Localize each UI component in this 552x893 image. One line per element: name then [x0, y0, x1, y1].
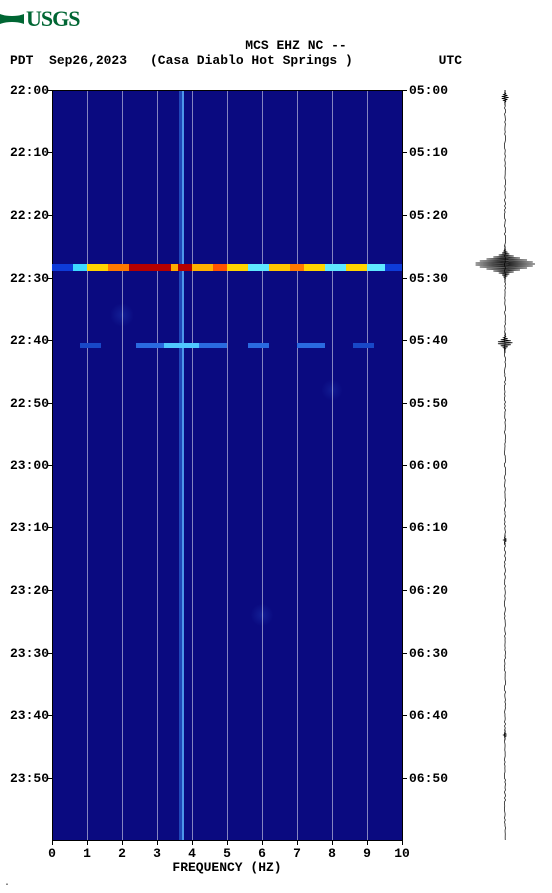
y-right-tick: [402, 715, 407, 716]
y-left-tick: [47, 278, 52, 279]
left-tz: PDT: [10, 53, 33, 68]
station-name: (Casa Diablo Hot Springs ): [150, 53, 402, 68]
gridline-v: [227, 90, 228, 840]
y-left-label: 22:40: [4, 333, 49, 348]
y-left-label: 22:20: [4, 208, 49, 223]
y-right-label: 05:40: [409, 333, 459, 348]
gridline-v: [332, 90, 333, 840]
chart-header: MCS EHZ NC -- PDT Sep26,2023 (Casa Diabl…: [0, 38, 552, 68]
y-right-tick: [402, 778, 407, 779]
y-left-label: 23:00: [4, 458, 49, 473]
x-label: 9: [357, 846, 377, 861]
y-left-tick: [47, 778, 52, 779]
usgs-wave-icon: [0, 10, 24, 28]
y-right-label: 06:50: [409, 771, 459, 786]
y-left-label: 23:50: [4, 771, 49, 786]
y-right-tick: [402, 215, 407, 216]
gridline-v: [87, 90, 88, 840]
x-label: 4: [182, 846, 202, 861]
y-right-label: 06:40: [409, 708, 459, 723]
gridline-v: [297, 90, 298, 840]
y-right-tick: [402, 590, 407, 591]
x-label: 2: [112, 846, 132, 861]
y-left-tick: [47, 152, 52, 153]
y-left-label: 22:00: [4, 83, 49, 98]
x-label: 10: [392, 846, 412, 861]
right-tz: UTC: [402, 53, 542, 68]
seismic-event: [52, 264, 402, 271]
y-right-tick: [402, 465, 407, 466]
y-right-label: 05:10: [409, 145, 459, 160]
usgs-logo: USGS: [0, 6, 79, 32]
spectral-line: [182, 90, 184, 840]
y-right-label: 06:20: [409, 583, 459, 598]
gridline-v: [262, 90, 263, 840]
station-code: MCS EHZ NC --: [40, 38, 552, 53]
seismic-event: [52, 343, 402, 348]
y-left-label: 22:10: [4, 145, 49, 160]
date: Sep26,2023: [49, 53, 127, 68]
gridline-v: [122, 90, 123, 840]
y-right-label: 05:50: [409, 396, 459, 411]
x-label: 8: [322, 846, 342, 861]
y-left-tick: [47, 340, 52, 341]
y-right-tick: [402, 152, 407, 153]
y-right-tick: [402, 653, 407, 654]
plot-border: [52, 90, 402, 91]
y-left-label: 23:10: [4, 520, 49, 535]
seismo-spike: [498, 333, 513, 353]
header-left: PDT Sep26,2023: [10, 53, 150, 68]
x-axis-title: FREQUENCY (HZ): [52, 860, 402, 875]
y-left-tick: [47, 215, 52, 216]
y-left-label: 23:40: [4, 708, 49, 723]
footer-mark: .: [4, 878, 10, 889]
y-right-label: 06:10: [409, 520, 459, 535]
y-right-tick: [402, 340, 407, 341]
spectrogram-plot: [52, 90, 402, 840]
y-right-tick: [402, 278, 407, 279]
y-right-tick: [402, 90, 407, 91]
y-right-label: 05:20: [409, 208, 459, 223]
y-left-tick: [47, 403, 52, 404]
x-label: 6: [252, 846, 272, 861]
seismo-baseline: [504, 90, 505, 840]
y-left-label: 22:30: [4, 271, 49, 286]
y-left-tick: [47, 527, 52, 528]
y-right-label: 06:00: [409, 458, 459, 473]
x-label: 3: [147, 846, 167, 861]
y-right-label: 05:00: [409, 83, 459, 98]
gridline-v: [367, 90, 368, 840]
x-tick: [402, 840, 403, 845]
seismo-spike: [502, 90, 509, 106]
seismogram-trace: [470, 90, 540, 840]
x-label: 7: [287, 846, 307, 861]
x-label: 0: [42, 846, 62, 861]
x-label: 1: [77, 846, 97, 861]
y-left-tick: [47, 465, 52, 466]
gridline-v: [157, 90, 158, 840]
y-left-tick: [47, 590, 52, 591]
gridline-v: [52, 90, 53, 840]
y-right-tick: [402, 403, 407, 404]
x-label: 5: [217, 846, 237, 861]
y-right-label: 06:30: [409, 646, 459, 661]
y-right-tick: [402, 527, 407, 528]
y-right-label: 05:30: [409, 271, 459, 286]
y-left-tick: [47, 715, 52, 716]
plot-border: [52, 840, 402, 841]
usgs-logo-text: USGS: [26, 6, 79, 32]
spectrogram-canvas: [52, 90, 402, 840]
y-left-tick: [47, 653, 52, 654]
y-left-label: 23:20: [4, 583, 49, 598]
seismo-spike: [476, 246, 535, 282]
y-left-label: 22:50: [4, 396, 49, 411]
y-left-label: 23:30: [4, 646, 49, 661]
gridline-v: [192, 90, 193, 840]
